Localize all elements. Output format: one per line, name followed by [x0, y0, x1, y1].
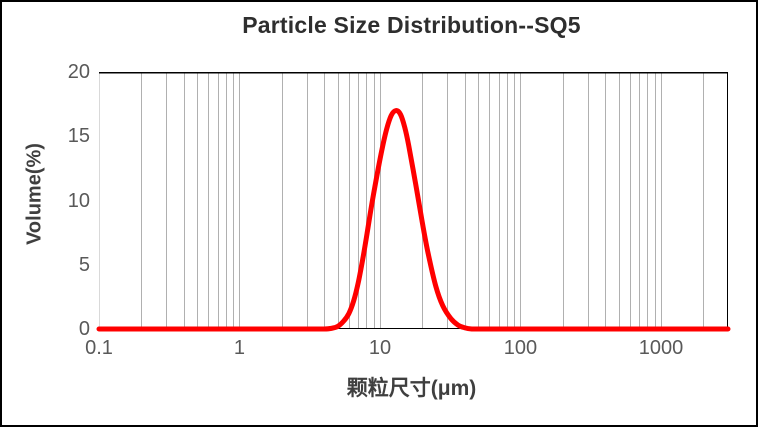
y-tick-label-0: 0 — [78, 318, 90, 340]
y-tick-label-20: 20 — [67, 61, 90, 83]
y-tick-label-10: 10 — [67, 189, 90, 212]
x-tick-label-100: 100 — [503, 337, 538, 359]
x-tick-label-10: 10 — [368, 337, 392, 359]
x-tick-label-1000: 1000 — [638, 337, 684, 359]
y-tick-label-15: 15 — [67, 125, 90, 148]
chart-title: Particle Size Distribution--SQ5 — [242, 12, 581, 38]
series-curve-SQ5 — [96, 108, 731, 332]
y-tick-label-5: 5 — [78, 253, 90, 276]
x-axis-title: 颗粒尺寸(μm) — [346, 377, 477, 400]
plot-area — [96, 71, 731, 332]
x-tick-label-1: 1 — [233, 337, 246, 359]
x-tick-label-0.1: 0.1 — [85, 337, 113, 359]
